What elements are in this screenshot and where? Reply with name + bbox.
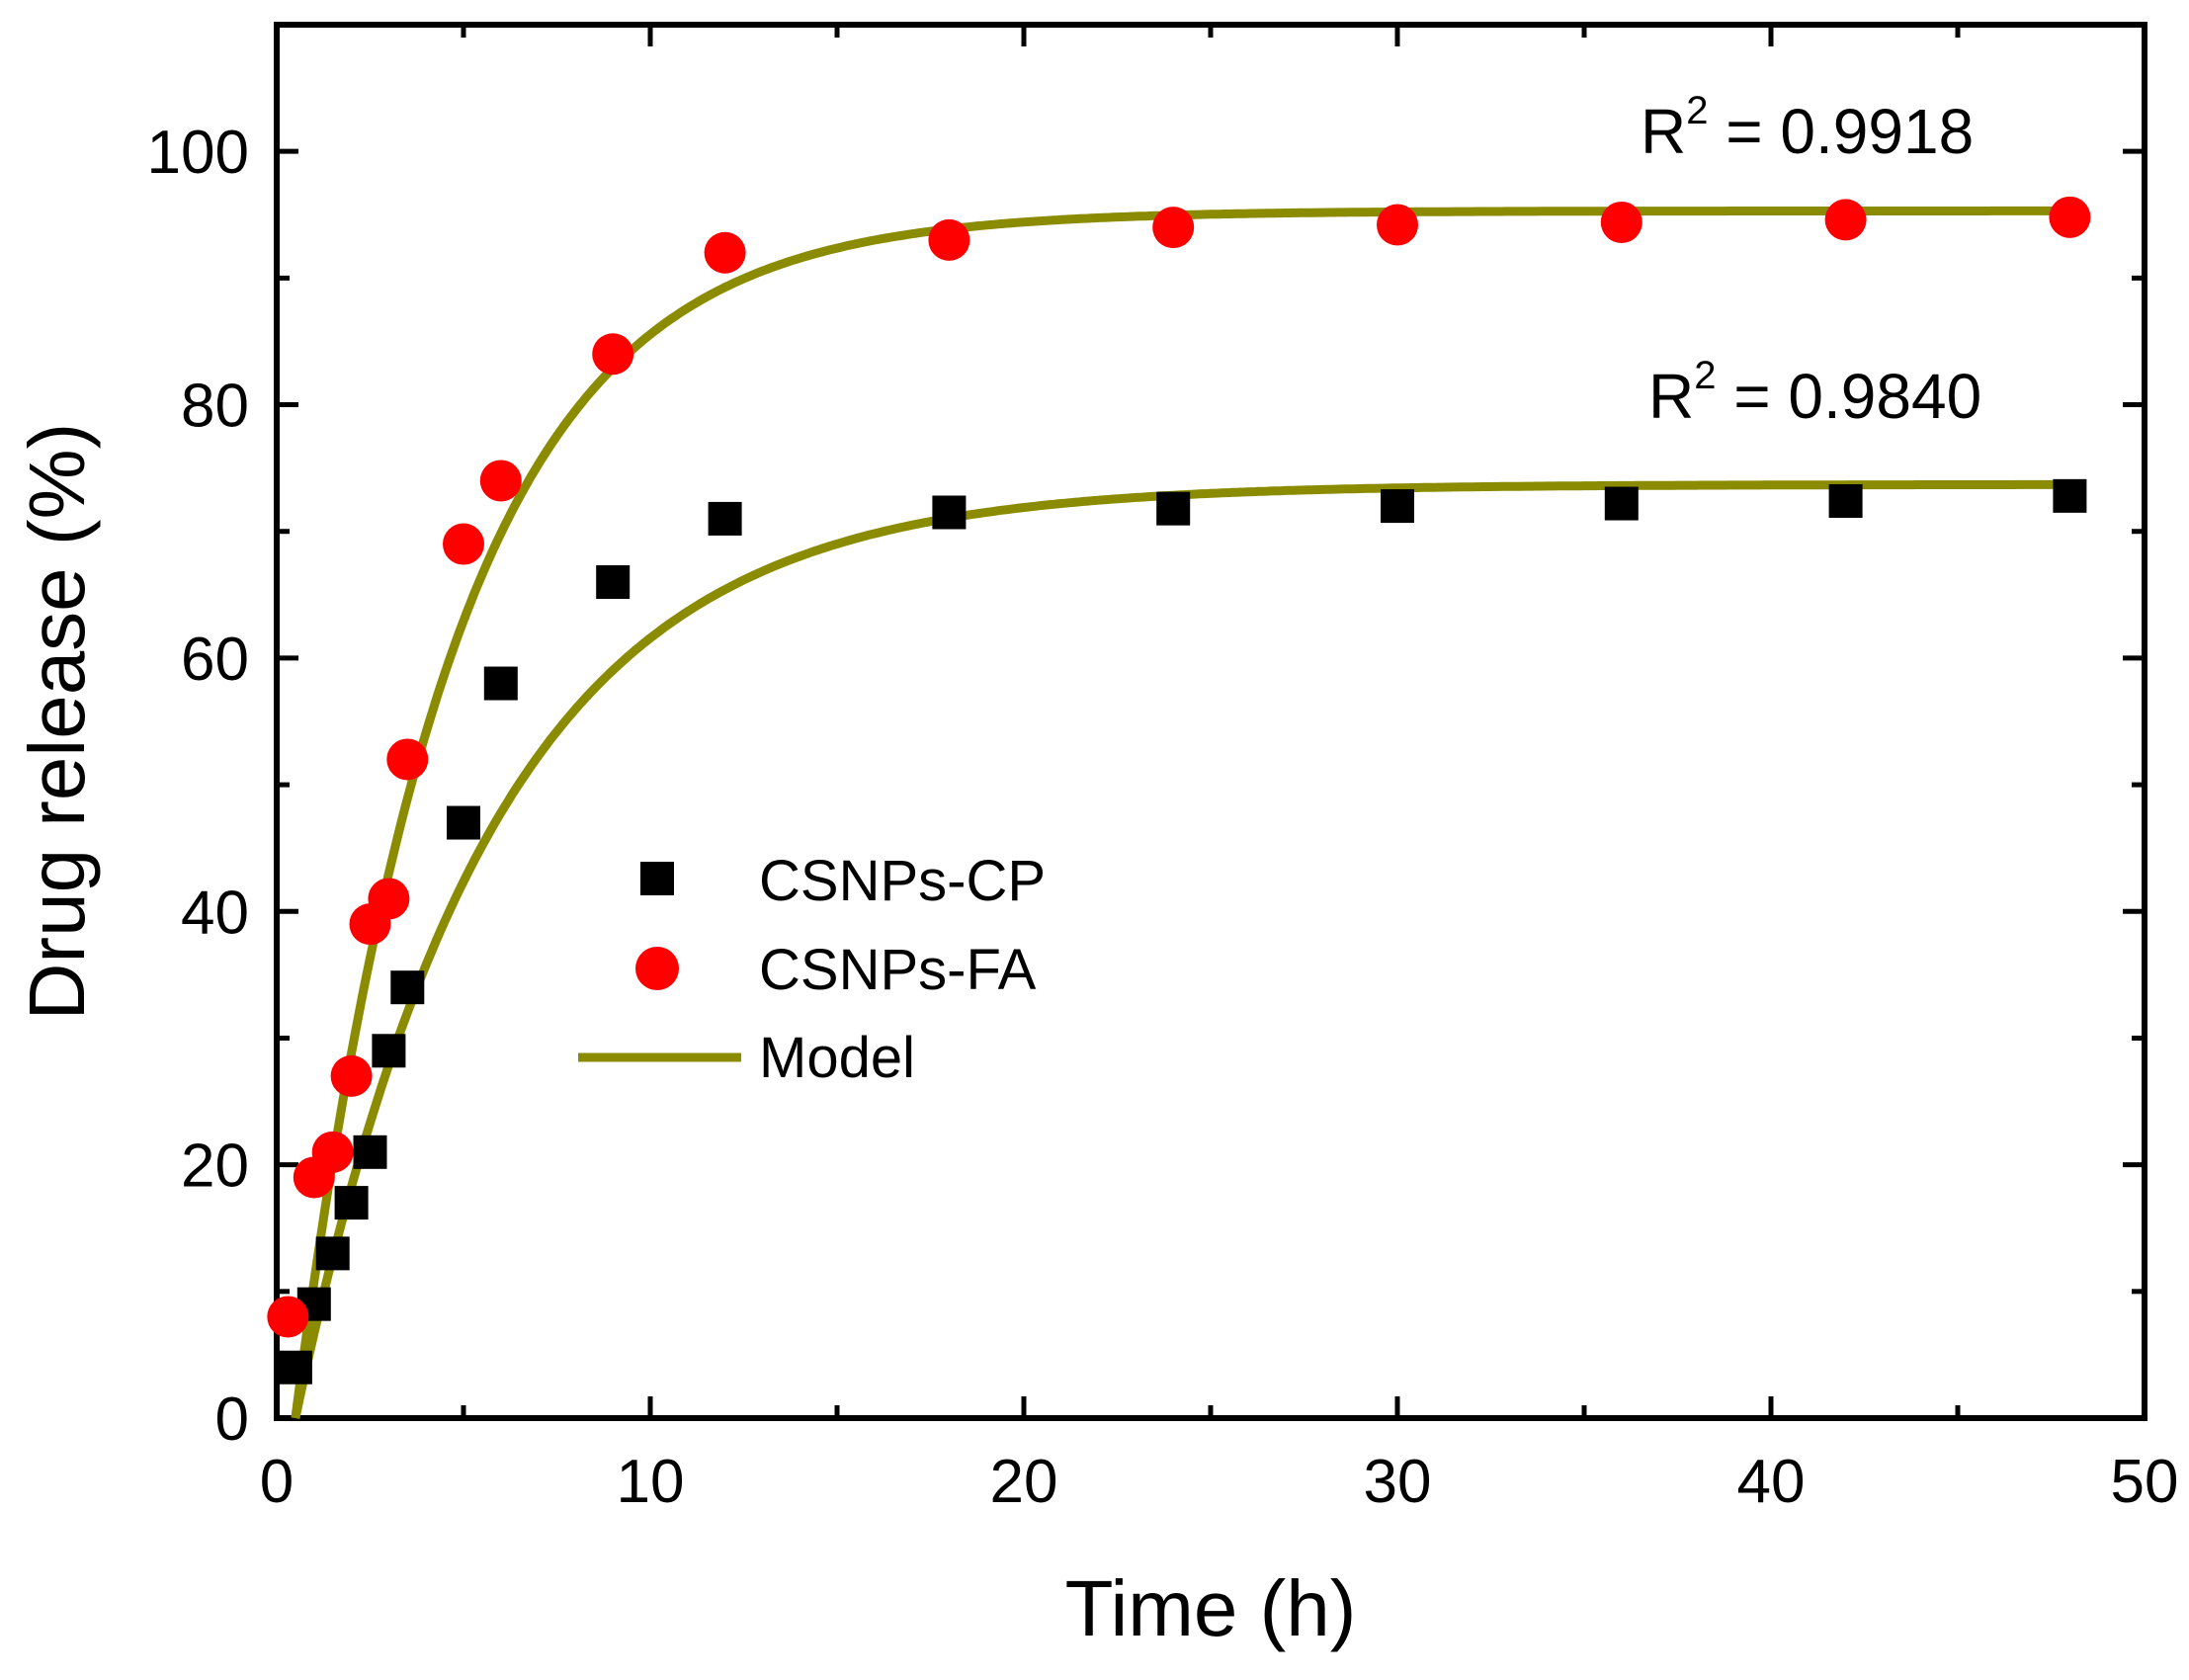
y-axis-tick-labels: 0 20 40 60 80 100 (147, 119, 249, 1454)
data-point-csnps-fa (1824, 199, 1867, 241)
data-point-csnps-cp (278, 1350, 312, 1385)
x-tick-label: 30 (1364, 1448, 1432, 1516)
x-tick-label: 10 (617, 1448, 685, 1516)
data-point-csnps-fa (592, 333, 634, 376)
r2-fa-sup: 2 (1686, 89, 1708, 132)
data-point-csnps-fa (928, 218, 970, 261)
r2-fa-label: R (1641, 96, 1686, 167)
legend-label-model: Model (759, 1026, 915, 1090)
data-point-csnps-cp (1156, 491, 1191, 526)
legend: CSNPs-CP CSNPs-FA Model (578, 849, 1046, 1090)
data-point-csnps-fa (1152, 207, 1195, 249)
x-tick-label: 40 (1737, 1448, 1806, 1516)
x-axis-tick-labels: 0 10 20 30 40 50 (260, 1448, 2179, 1516)
legend-label-csnps-fa: CSNPs-FA (759, 938, 1037, 1002)
y-axis-title: Drug release (%) (13, 423, 101, 1021)
data-point-csnps-fa (267, 1296, 309, 1338)
r2-cp-label: R (1648, 361, 1694, 432)
x-tick-label: 50 (2111, 1448, 2179, 1516)
data-point-csnps-fa (311, 1131, 354, 1173)
data-point-csnps-cp (334, 1186, 369, 1220)
legend-marker-csnps-cp (640, 862, 674, 895)
data-point-csnps-cp (447, 805, 480, 840)
r2-cp-sup: 2 (1694, 354, 1716, 397)
series-csnps-cp (278, 478, 2087, 1385)
y-tick-label: 20 (181, 1133, 249, 1201)
data-point-csnps-fa (479, 460, 522, 502)
y-tick-label: 40 (181, 879, 249, 947)
data-point-csnps-fa (2049, 196, 2091, 238)
r2-annotation-fa: R2 = 0.9918 (1641, 89, 1974, 167)
data-point-csnps-fa (443, 523, 484, 565)
data-point-csnps-cp (1381, 489, 1414, 524)
r2-annotation-cp: R2 = 0.9840 (1648, 354, 1981, 432)
plot-border (274, 22, 2147, 1421)
data-point-csnps-cp (708, 501, 742, 536)
data-point-csnps-cp (2053, 478, 2087, 513)
y-axis-ticks (277, 22, 2145, 1421)
data-point-csnps-fa (1377, 204, 1418, 246)
data-point-csnps-cp (1828, 483, 1863, 518)
data-point-csnps-cp (1604, 486, 1639, 521)
data-point-csnps-cp (353, 1134, 387, 1169)
data-point-csnps-cp (315, 1236, 350, 1271)
legend-label-csnps-cp: CSNPs-CP (759, 849, 1046, 913)
series-csnps-fa (267, 196, 2091, 1338)
data-point-csnps-cp (390, 970, 425, 1005)
data-point-csnps-cp (932, 495, 967, 530)
y-tick-label: 80 (181, 373, 249, 441)
data-point-csnps-fa (1600, 201, 1642, 243)
y-tick-label: 100 (147, 119, 249, 187)
r2-annotations: R2 = 0.9918 R2 = 0.9840 (1641, 89, 1981, 432)
x-axis-title: Time (h) (1065, 1564, 1357, 1652)
data-point-csnps-cp (596, 565, 631, 599)
data-point-csnps-fa (368, 878, 410, 920)
plot-frame (274, 22, 2147, 1421)
legend-marker-csnps-fa (635, 947, 679, 990)
y-tick-label: 60 (181, 626, 249, 694)
data-point-csnps-fa (704, 231, 746, 274)
r2-cp-value: = 0.9840 (1716, 361, 1981, 432)
r2-fa-value: = 0.9918 (1708, 96, 1974, 167)
x-axis-ticks (274, 25, 2147, 1418)
data-point-csnps-cp (372, 1034, 406, 1068)
y-tick-label: 0 (215, 1386, 249, 1454)
data-point-csnps-fa (386, 738, 429, 781)
x-tick-label: 0 (260, 1448, 294, 1516)
data-point-csnps-fa (330, 1054, 373, 1097)
data-point-csnps-cp (483, 666, 518, 701)
x-tick-label: 20 (990, 1448, 1058, 1516)
model-curve-csnps-cp (291, 479, 2067, 1419)
